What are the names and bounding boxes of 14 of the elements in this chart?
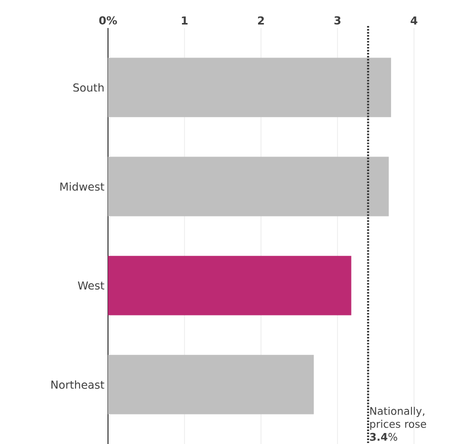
x-tick-label: 2 <box>258 16 264 24</box>
bar <box>108 58 392 118</box>
y-tick-label: West <box>78 281 104 290</box>
y-tick-label: Midwest <box>60 182 104 191</box>
x-tick-label: 0% <box>99 16 117 24</box>
bar <box>108 156 389 216</box>
bar <box>108 354 314 414</box>
ref-line-label: Nationally, prices rose 3.4% <box>370 406 426 441</box>
y-tick-label: Northeast <box>51 380 104 389</box>
bar <box>108 256 352 316</box>
x-tick-label: 1 <box>182 16 188 24</box>
x-tick-label: 4 <box>410 16 418 24</box>
x-tick-label: 3 <box>334 16 340 24</box>
y-tick-label: South <box>73 83 104 92</box>
